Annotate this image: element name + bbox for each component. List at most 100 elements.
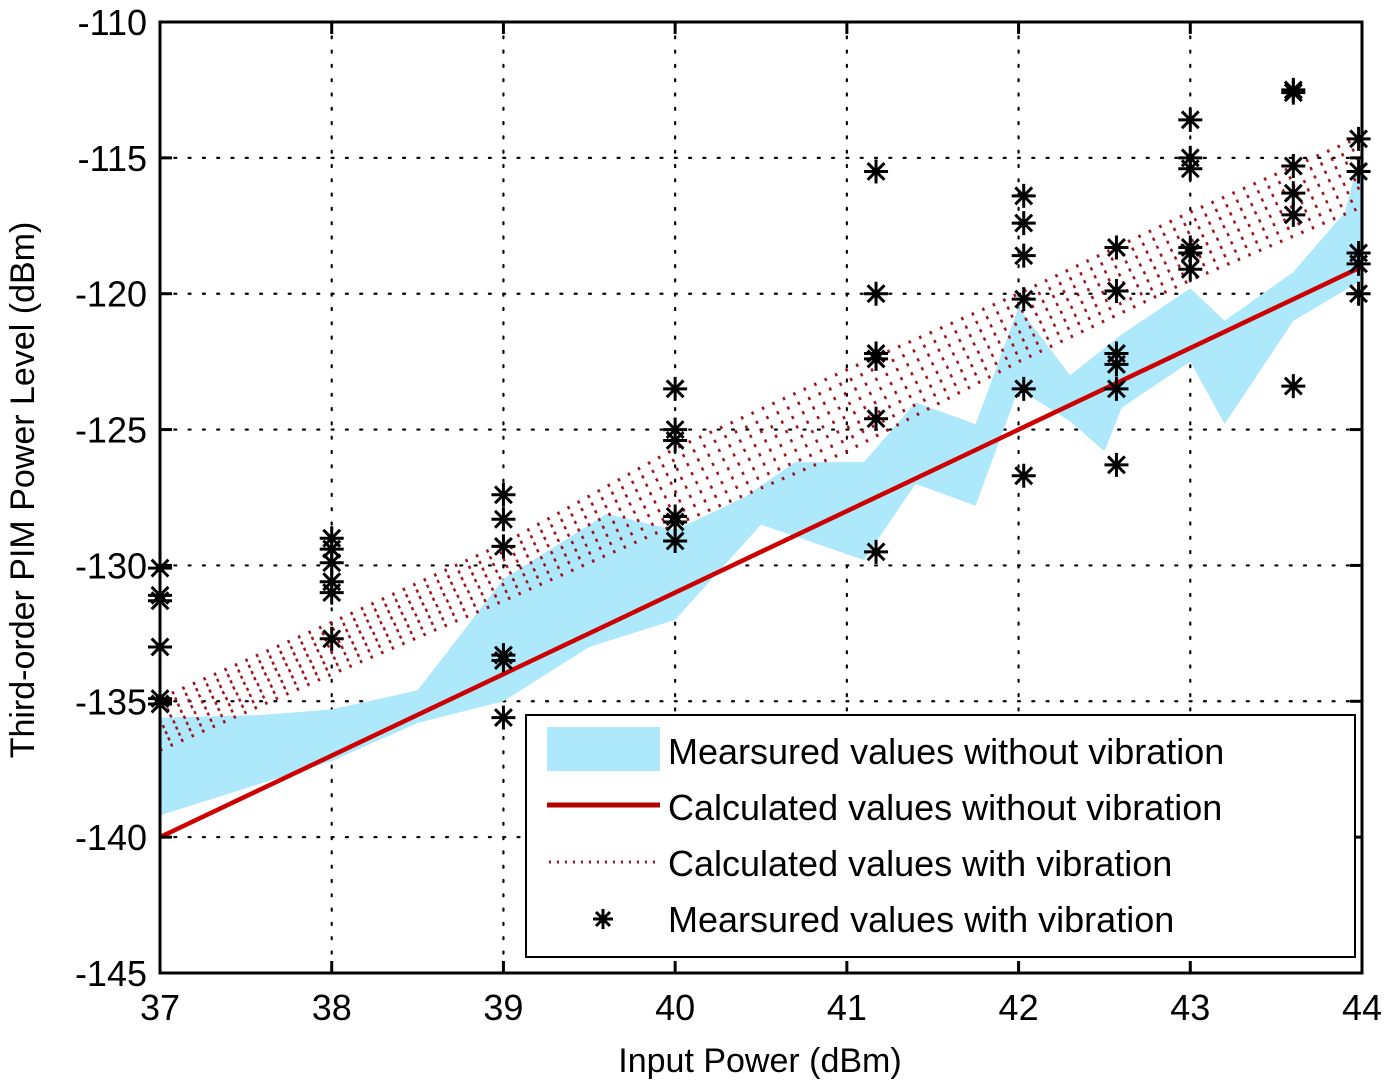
- data-point-star: [1281, 181, 1306, 206]
- star-glyph: [1178, 107, 1203, 132]
- star-glyph: [1281, 181, 1306, 206]
- x-tick-label: 38: [312, 987, 352, 1028]
- star-glyph: [1104, 235, 1129, 260]
- star-glyph: [1178, 257, 1203, 282]
- star-glyph: [1281, 80, 1306, 105]
- data-point-star: [1011, 243, 1036, 268]
- star-glyph: [1011, 243, 1036, 268]
- data-point-star: [864, 281, 889, 306]
- data-point-star: [491, 482, 516, 507]
- x-tick-labels: 37 38 39 40 41 42 43 44: [140, 987, 1382, 1028]
- star-glyph: [1011, 376, 1036, 401]
- data-point-star: [1104, 452, 1129, 477]
- marker-layer: [148, 77, 1371, 730]
- data-point-star: [864, 159, 889, 184]
- star-glyph: [864, 281, 889, 306]
- star-glyph: [1104, 278, 1129, 303]
- y-tick-label: -135: [75, 681, 147, 722]
- data-point-star: [1281, 374, 1306, 399]
- star-glyph: [1104, 352, 1129, 377]
- star-glyph: [1281, 374, 1306, 399]
- x-tick-label: 37: [140, 987, 180, 1028]
- calculated-vibration-line: [159, 205, 1363, 752]
- plot-frame: [158, 20, 1364, 975]
- data-point-star: [319, 580, 344, 605]
- star-glyph: [1346, 126, 1371, 151]
- data-point-star: [1011, 183, 1036, 208]
- star-glyph: [864, 159, 889, 184]
- star-glyph: [319, 537, 344, 562]
- legend-label-calculated-line: Calculated values without vibration: [668, 787, 1222, 828]
- data-point-star: [1104, 352, 1129, 377]
- star-glyph: [491, 648, 516, 673]
- star-glyph: [491, 482, 516, 507]
- data-point-star: [491, 648, 516, 673]
- star-glyph: [491, 705, 516, 730]
- star-glyph: [319, 626, 344, 651]
- star-marker-icon: [593, 909, 613, 929]
- data-point-star: [663, 528, 688, 553]
- legend-label-calculated-vibration: Calculated values with vibration: [668, 843, 1172, 884]
- star-glyph: [1178, 156, 1203, 181]
- star-glyph: [1346, 159, 1371, 184]
- legend-box: [525, 714, 1356, 958]
- star-glyph: [663, 528, 688, 553]
- data-point-star: [1178, 156, 1203, 181]
- y-tick-label: -110: [78, 2, 147, 43]
- x-tick-label: 42: [999, 987, 1039, 1028]
- data-point-star: [663, 509, 688, 534]
- x-tick-label: 41: [827, 987, 867, 1028]
- data-point-star: [1281, 202, 1306, 227]
- legend-label-star-marker: Mearsured values with vibration: [668, 899, 1174, 940]
- data-point-star: [864, 539, 889, 564]
- y-tick-label: -145: [75, 953, 147, 994]
- axes: [158, 20, 1364, 975]
- data-point-star: [491, 507, 516, 532]
- star-glyph: [663, 509, 688, 534]
- data-point-star: [491, 705, 516, 730]
- star-glyph: [491, 507, 516, 532]
- star-glyph: [864, 346, 889, 371]
- grid: [158, 20, 1364, 975]
- legend-swatch-measured-band: [547, 727, 660, 771]
- y-tick-label: -115: [78, 138, 147, 179]
- data-point-star: [1104, 235, 1129, 260]
- data-point-star: [319, 550, 344, 575]
- data-point-star: [1011, 463, 1036, 488]
- star-glyph: [1104, 376, 1129, 401]
- data-point-star: [864, 406, 889, 431]
- data-point-star: [663, 376, 688, 401]
- calculated-line-layer: [159, 264, 1363, 840]
- data-point-star: [864, 346, 889, 371]
- data-point-star: [1346, 251, 1371, 276]
- x-tick-label: 43: [1170, 987, 1210, 1028]
- data-point-star: [1346, 126, 1371, 151]
- y-tick-label: -130: [75, 545, 147, 586]
- data-point-star: [1178, 240, 1203, 265]
- star-glyph: [491, 534, 516, 559]
- star-glyph: [663, 428, 688, 453]
- measured-band: [160, 146, 1362, 816]
- x-tick-label: 44: [1342, 987, 1382, 1028]
- star-glyph: [1011, 463, 1036, 488]
- star-glyph: [1178, 240, 1203, 265]
- data-point-star: [1281, 154, 1306, 179]
- data-point-star: [1011, 376, 1036, 401]
- star-glyph: [1346, 251, 1371, 276]
- star-glyph: [1011, 211, 1036, 236]
- data-point-star: [1346, 159, 1371, 184]
- data-point-star: [1178, 107, 1203, 132]
- x-tick-label: 39: [483, 987, 523, 1028]
- data-point-star: [319, 626, 344, 651]
- calculated-vibration-line: [159, 195, 1363, 745]
- star-glyph: [864, 539, 889, 564]
- data-point-star: [1104, 376, 1129, 401]
- data-point-star: [1281, 80, 1306, 105]
- data-point-star: [491, 534, 516, 559]
- legend-label-measured-band: Mearsured values without vibration: [668, 731, 1224, 772]
- calculated-vibration-line: [159, 164, 1363, 723]
- y-tick-label: -120: [75, 274, 147, 315]
- y-tick-labels: -110 -115 -120 -125 -130 -135 -140 -145: [75, 2, 147, 994]
- star-glyph: [319, 550, 344, 575]
- star-glyph: [593, 909, 613, 929]
